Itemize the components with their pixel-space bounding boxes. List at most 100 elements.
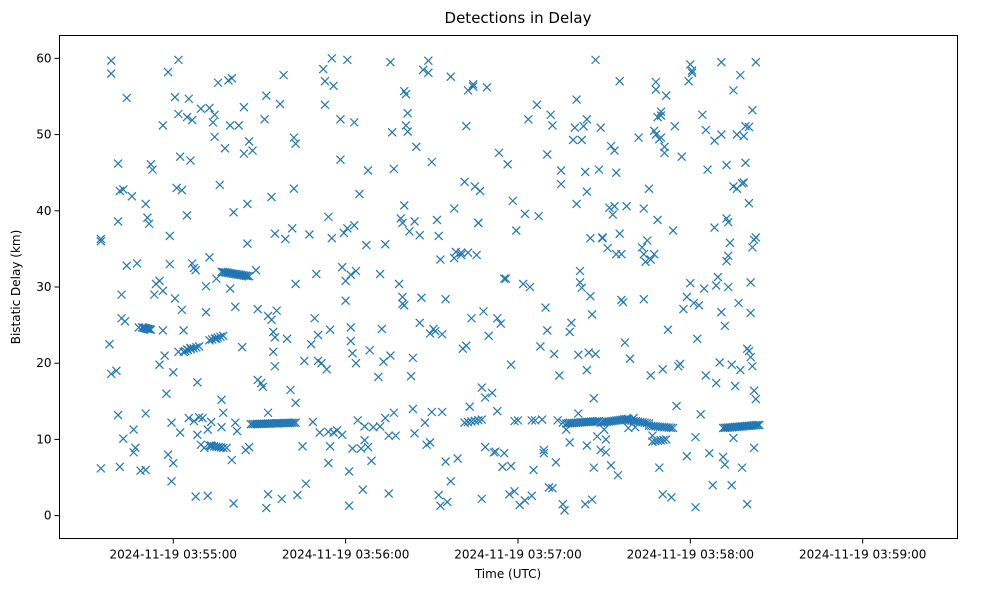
data-point (346, 270, 356, 280)
data-point (230, 302, 240, 312)
data-point (168, 367, 178, 377)
data-point (534, 211, 544, 221)
data-point (337, 430, 347, 440)
data-point (532, 100, 542, 110)
data-point (463, 248, 473, 258)
data-point (243, 271, 252, 281)
data-point (389, 408, 399, 418)
data-point (473, 415, 483, 425)
data-point (375, 269, 385, 279)
data-point (401, 121, 411, 130)
data-point (675, 359, 685, 369)
data-point (172, 183, 182, 193)
data-point (186, 344, 196, 354)
data-point (196, 104, 206, 114)
data-point (267, 315, 276, 325)
data-point (192, 430, 202, 440)
x-tick-label: 2024-11-19 03:56:00 (282, 548, 409, 562)
data-point (349, 220, 359, 230)
data-point (217, 395, 226, 405)
data-point (713, 272, 723, 282)
data-point (620, 338, 630, 348)
data-point (716, 307, 726, 317)
data-point (598, 233, 607, 242)
data-point (685, 278, 695, 288)
data-point (425, 329, 435, 338)
data-point (391, 431, 401, 441)
data-point (737, 178, 747, 188)
data-point (711, 378, 721, 388)
data-point (291, 139, 301, 149)
data-point (106, 69, 116, 79)
data-point (656, 111, 666, 120)
data-point (575, 266, 585, 276)
data-point (542, 149, 552, 159)
data-point (344, 467, 354, 476)
data-point (187, 115, 197, 125)
data-point (427, 407, 437, 417)
data-point (351, 358, 361, 368)
data-point (199, 443, 209, 453)
data-point (292, 490, 302, 500)
data-point (263, 408, 273, 418)
data-point (227, 73, 237, 83)
data-point (311, 269, 321, 279)
data-point (313, 330, 323, 340)
data-point (573, 409, 583, 418)
data-point (722, 160, 731, 170)
data-point (689, 298, 699, 308)
data-point (225, 121, 235, 130)
data-point (684, 76, 694, 86)
data-point (568, 135, 578, 145)
data-point (696, 409, 706, 419)
data-point (218, 408, 228, 418)
data-point (291, 418, 301, 428)
data-point (417, 293, 426, 303)
data-point (735, 365, 745, 375)
data-point (661, 91, 671, 101)
data-point (616, 249, 626, 259)
data-point (141, 409, 151, 418)
data-point (174, 109, 183, 119)
data-point (520, 209, 530, 219)
data-point (117, 290, 126, 300)
data-point (218, 443, 228, 453)
data-point (529, 465, 538, 475)
data-point (708, 480, 718, 490)
data-point (642, 236, 652, 245)
data-point (566, 318, 576, 328)
data-point (506, 360, 516, 370)
data-point (542, 326, 552, 335)
data-point (666, 423, 676, 433)
data-point (615, 229, 625, 239)
data-point (491, 447, 500, 457)
data-point (155, 360, 164, 370)
data-point (722, 256, 731, 266)
data-point (130, 443, 140, 453)
data-point (291, 398, 301, 408)
data-point (715, 358, 725, 367)
y-tick-label: 60 (36, 51, 51, 65)
data-point (194, 412, 204, 422)
data-point (590, 416, 600, 426)
data-point (277, 494, 287, 504)
y-tick-label: 0 (44, 509, 52, 523)
data-point (582, 114, 592, 124)
data-point (167, 418, 176, 428)
data-point (363, 442, 373, 452)
data-point (239, 149, 249, 159)
data-point (113, 159, 123, 168)
data-point (468, 82, 478, 91)
data-point (691, 502, 700, 512)
data-point (244, 271, 254, 281)
data-point (191, 265, 201, 275)
chart-title: Detections in Delay (445, 9, 592, 27)
data-point (346, 322, 356, 332)
y-tick-label: 50 (36, 128, 51, 142)
data-point (535, 342, 545, 351)
data-point (336, 155, 345, 165)
data-point (261, 91, 271, 101)
data-point (508, 196, 518, 206)
data-point (582, 187, 592, 197)
y-tick-label: 30 (36, 280, 51, 294)
